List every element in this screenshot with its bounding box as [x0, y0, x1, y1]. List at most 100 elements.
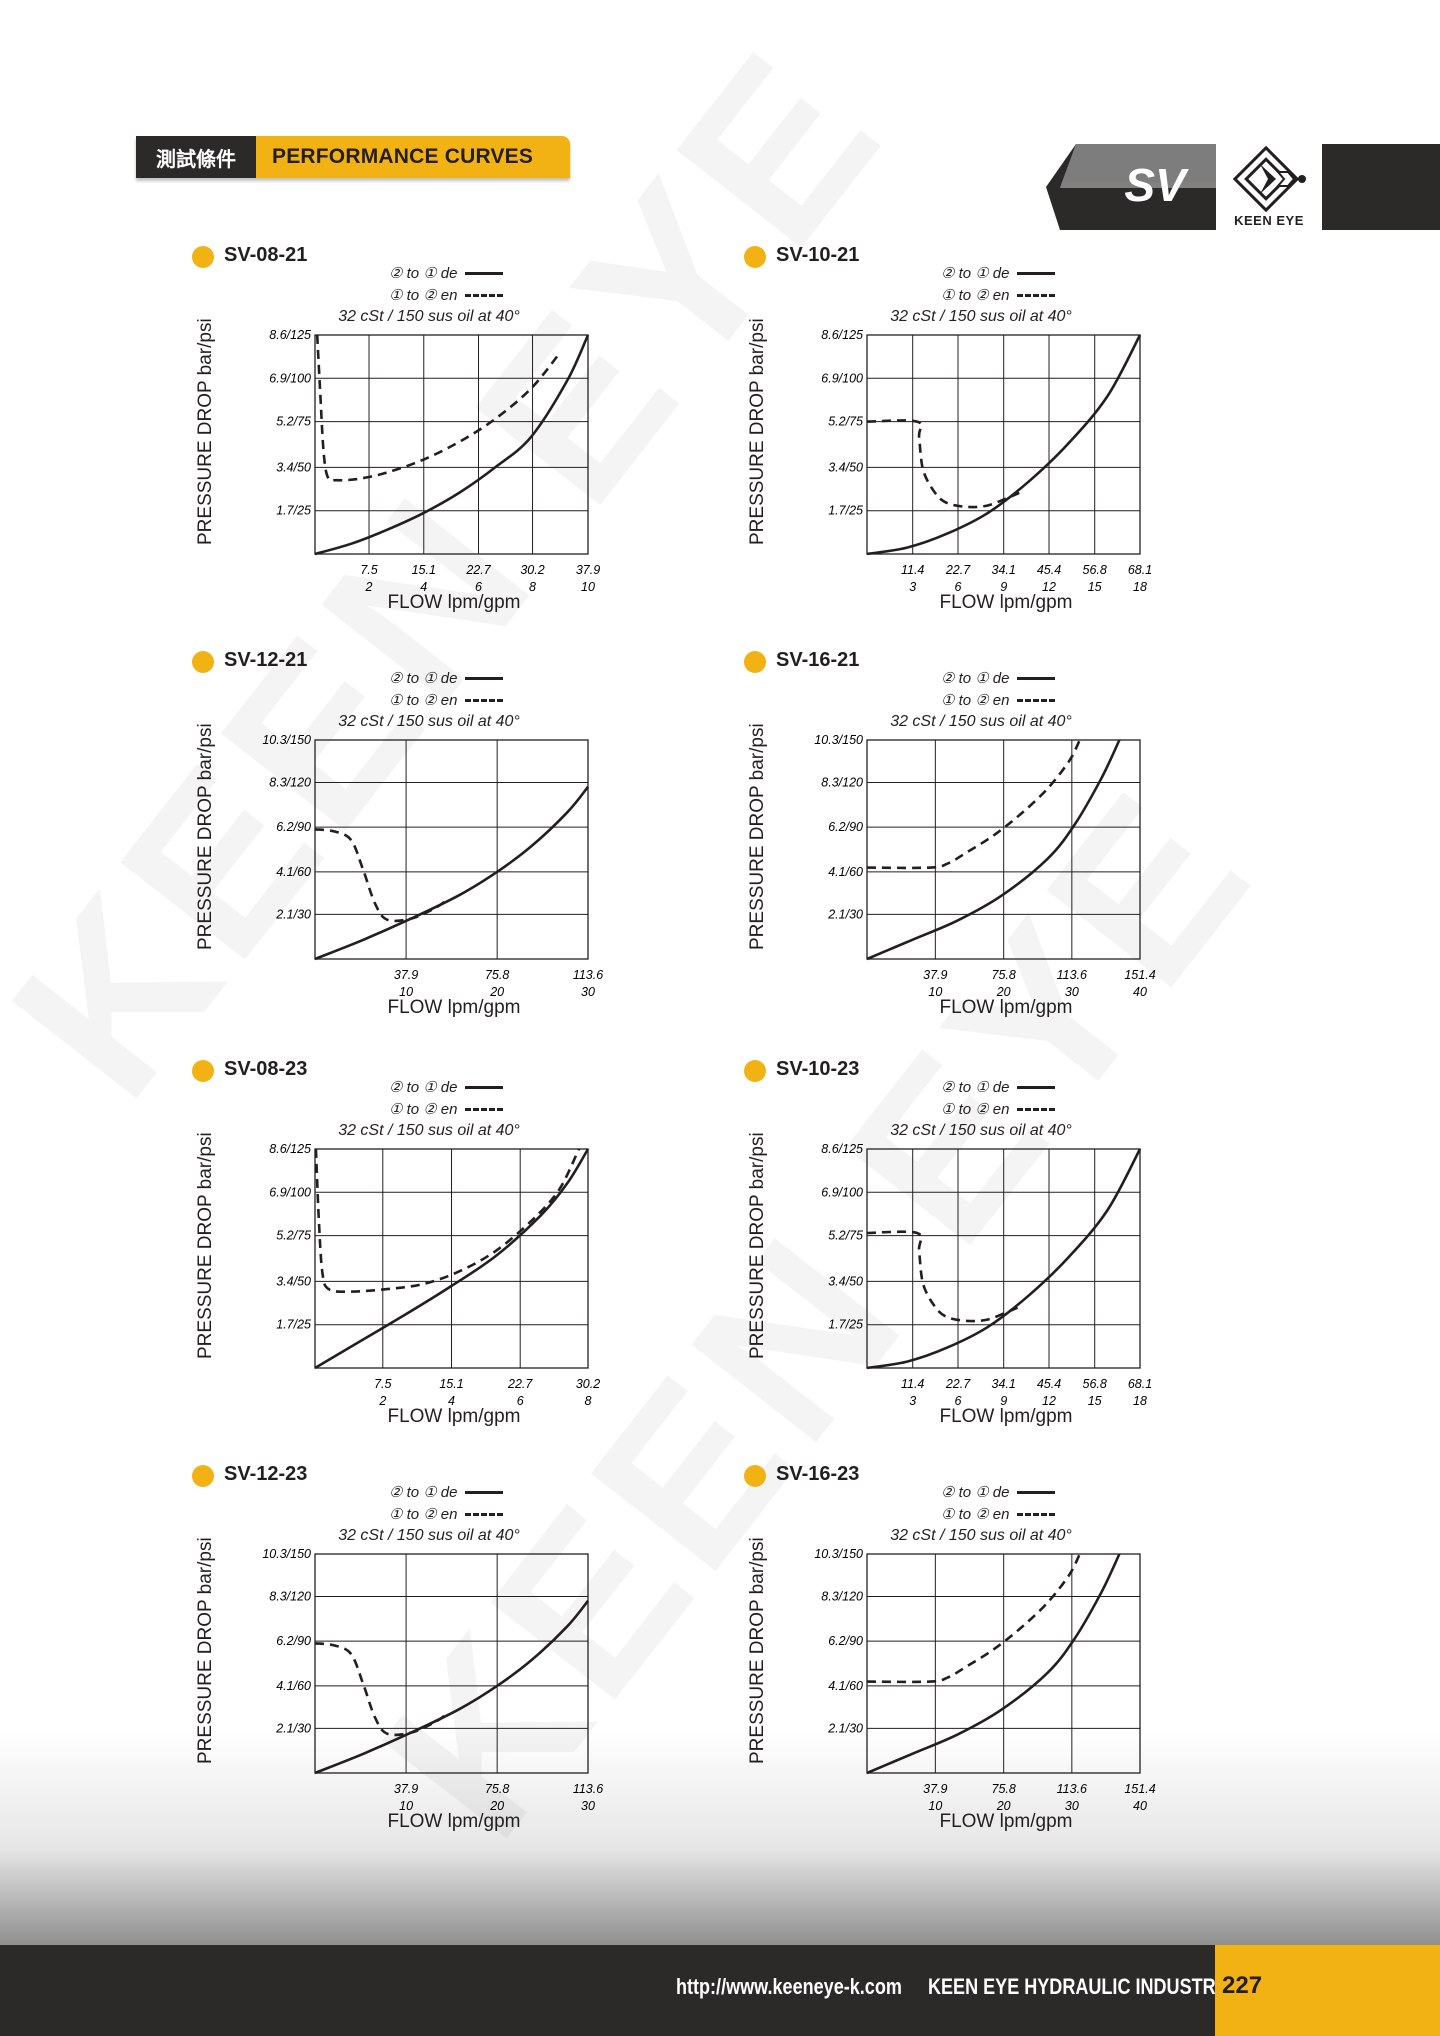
- x-tick-sublabel: 15: [1088, 1394, 1102, 1408]
- y-tick-label: 8.6/125: [269, 1142, 311, 1156]
- x-tick-sublabel: 9: [1000, 1394, 1007, 1408]
- x-tick-label: 75.8: [992, 968, 1016, 982]
- x-tick-label: 75.8: [992, 1782, 1016, 1796]
- x-tick-sublabel: 6: [517, 1394, 524, 1408]
- y-tick-label: 6.2/90: [828, 820, 863, 834]
- legend-de-word: de: [992, 1483, 1010, 1501]
- model-bullet-icon: [744, 651, 766, 673]
- y-tick-label: 8.3/120: [821, 776, 863, 790]
- legend-entry-en: ① to ② en: [941, 1100, 1056, 1118]
- model-bullet-icon: [192, 246, 214, 268]
- legend-dashed-swatch: [465, 1107, 504, 1111]
- legend-en-label: ① to ②: [941, 287, 989, 304]
- model-bullet-icon: [744, 1060, 766, 1082]
- legend-entry-en: ① to ② en: [389, 691, 504, 709]
- x-tick-label: 68.1: [1128, 563, 1152, 577]
- x-tick-sublabel: 9: [1000, 580, 1007, 594]
- x-tick-label: 30.2: [520, 563, 544, 577]
- plot-frame: [314, 1148, 589, 1369]
- chart-panel: SV-10-23 ② to ① de ① to ② en 32 cSt / 150 s…: [686, 1056, 1206, 1436]
- chart-panel: SV-12-23 ② to ① de ① to ② en 32 cSt / 150 s…: [134, 1461, 654, 1841]
- x-tick-sublabel: 3: [909, 1394, 916, 1408]
- x-tick-sublabel: 30: [581, 1799, 595, 1813]
- chart-title: SV-08-21: [224, 244, 308, 266]
- x-axis-label: FLOW lpm/gpm: [387, 1811, 521, 1832]
- legend-dashed-swatch: [1017, 1107, 1056, 1111]
- x-tick-label: 75.8: [485, 1782, 509, 1796]
- y-tick-label: 2.1/30: [275, 1721, 311, 1735]
- series-line-en: [866, 419, 1020, 509]
- background-fade: [0, 1730, 1440, 1945]
- series-line-en: [314, 1642, 448, 1737]
- x-tick-label: 151.4: [1124, 968, 1155, 982]
- chart-svg: 1.7/25 3.4/50 5.2/75 6.9/100 8.6/125 7.5 2 15.1…: [269, 328, 600, 594]
- x-tick-sublabel: 20: [996, 985, 1011, 999]
- model-bullet-icon: [744, 1465, 766, 1487]
- x-tick-sublabel: 10: [399, 1799, 413, 1813]
- series-line-de: [866, 739, 1121, 961]
- legend-entry-de: ② to ① de: [941, 264, 1056, 282]
- y-tick-label: 5.2/75: [828, 1229, 863, 1243]
- y-tick-label: 1.7/25: [828, 1318, 863, 1332]
- y-tick-label: 5.2/75: [276, 415, 311, 429]
- x-tick-sublabel: 40: [1133, 1799, 1147, 1813]
- x-axis-label: FLOW lpm/gpm: [939, 1406, 1073, 1427]
- y-tick-label: 4.1/60: [276, 1679, 311, 1693]
- y-tick-label: 6.9/100: [821, 1185, 863, 1199]
- series-line-en: [866, 1553, 1081, 1684]
- y-tick-label: 10.3/150: [814, 1547, 863, 1561]
- legend-entry-de: ② to ① de: [389, 264, 504, 282]
- x-axis-label: FLOW lpm/gpm: [939, 997, 1073, 1018]
- legend-solid-swatch: [465, 676, 504, 680]
- y-tick-label: 1.7/25: [276, 1318, 311, 1332]
- y-tick-label: 6.9/100: [821, 371, 863, 385]
- footer-website-link[interactable]: http://www.keeneye-k.com: [676, 1974, 902, 1999]
- x-tick-label: 22.7: [945, 1377, 971, 1391]
- chart-svg: 2.1/30 4.1/60 6.2/90 8.3/120 10.3/150 37.9 10 7…: [814, 1547, 1155, 1813]
- legend-de-word: de: [992, 1078, 1010, 1096]
- x-tick-label: 7.5: [360, 563, 377, 577]
- y-tick-label: 8.6/125: [269, 328, 311, 342]
- x-tick-sublabel: 10: [928, 985, 942, 999]
- y-tick-label: 1.7/25: [828, 504, 863, 518]
- x-tick-sublabel: 40: [1133, 985, 1147, 999]
- x-tick-sublabel: 3: [909, 580, 916, 594]
- legend-de-label: ② to ①: [389, 670, 437, 687]
- chart-svg: 1.7/25 3.4/50 5.2/75 6.9/100 8.6/125 11.4 3 22.…: [821, 1142, 1152, 1408]
- series-line-de: [314, 785, 590, 961]
- x-tick-sublabel: 4: [420, 580, 427, 594]
- y-tick-label: 5.2/75: [276, 1229, 311, 1243]
- x-tick-label: 37.9: [923, 1782, 947, 1796]
- series-line-de: [866, 334, 1142, 556]
- legend-entry-de: ② to ① de: [941, 1078, 1056, 1096]
- legend-en-word: en: [440, 1505, 458, 1523]
- x-tick-sublabel: 10: [928, 1799, 942, 1813]
- y-tick-label: 2.1/30: [827, 907, 863, 921]
- x-tick-label: 11.4: [901, 563, 924, 577]
- chart-svg: 1.7/25 3.4/50 5.2/75 6.9/100 8.6/125 11.4 3 22.…: [821, 328, 1152, 594]
- x-tick-label: 37.9: [576, 563, 600, 577]
- plot-frame: [866, 1148, 1141, 1369]
- legend-de-word: de: [992, 669, 1010, 687]
- y-tick-label: 8.3/120: [269, 776, 311, 790]
- x-tick-sublabel: 2: [365, 580, 373, 594]
- plot-frame: [314, 334, 589, 555]
- legend-en-label: ① to ②: [389, 1506, 437, 1523]
- legend-dashed-swatch: [1017, 1512, 1056, 1516]
- x-tick-sublabel: 20: [996, 1799, 1011, 1813]
- x-axis-label: FLOW lpm/gpm: [387, 1406, 521, 1427]
- legend-en-label: ① to ②: [941, 1101, 989, 1118]
- legend-solid-swatch: [1017, 271, 1056, 275]
- x-axis-label: FLOW lpm/gpm: [939, 592, 1073, 613]
- legend-en-word: en: [440, 691, 458, 709]
- x-tick-label: 56.8: [1083, 1377, 1107, 1391]
- page-number-box: [1215, 1945, 1440, 2036]
- y-tick-label: 6.2/90: [276, 820, 311, 834]
- x-tick-label: 113.6: [1057, 1782, 1087, 1796]
- section-tag: 測試條件 PERFORMANCE CURVES: [136, 136, 570, 178]
- y-tick-label: 4.1/60: [828, 1679, 863, 1693]
- legend-de-label: ② to ①: [389, 265, 437, 282]
- legend-dashed-swatch: [465, 1512, 504, 1516]
- chart-svg: 2.1/30 4.1/60 6.2/90 8.3/120 10.3/150 37.9 10 7…: [814, 733, 1155, 999]
- series-line-en: [866, 1230, 1020, 1323]
